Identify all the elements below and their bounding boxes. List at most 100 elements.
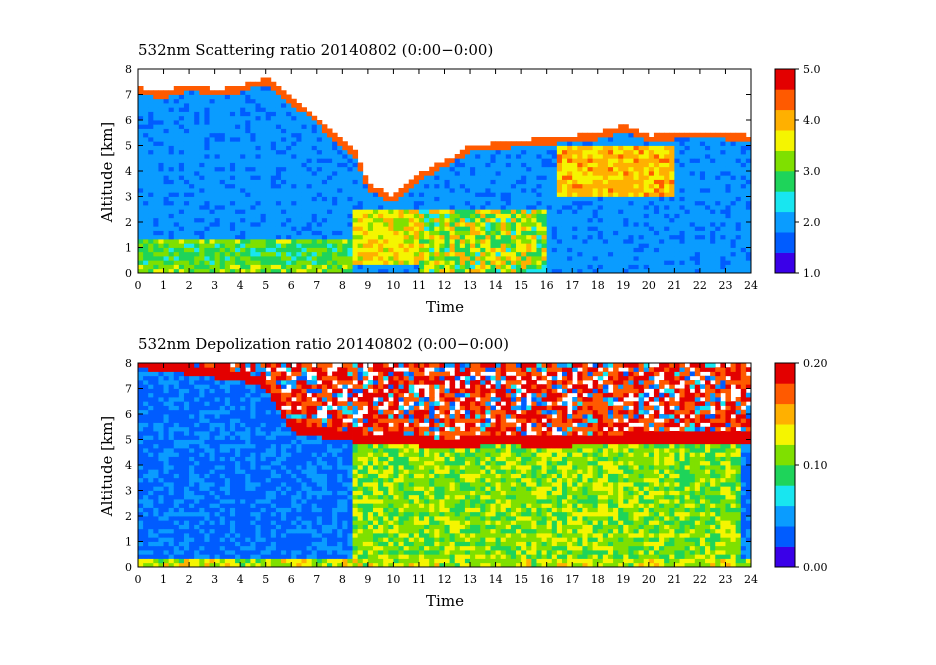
heatmap-cell	[628, 231, 634, 236]
heatmap-cell	[628, 171, 634, 176]
heatmap-cell	[501, 248, 507, 253]
heatmap-cell	[199, 231, 205, 236]
heatmap-cell	[368, 197, 374, 202]
heatmap-cell	[552, 248, 558, 253]
heatmap-cell	[164, 146, 170, 151]
heatmap-cell	[475, 180, 481, 185]
heatmap-cell	[169, 214, 175, 219]
heatmap-cell	[690, 175, 696, 180]
heatmap-cell	[598, 171, 604, 176]
heatmap-cell	[679, 243, 685, 248]
heatmap-cell	[158, 214, 164, 219]
heatmap-cell	[547, 205, 553, 210]
heatmap-cell	[158, 218, 164, 223]
heatmap-cell	[368, 209, 374, 214]
heatmap-cell	[460, 205, 466, 210]
heatmap-cell	[526, 205, 532, 210]
heatmap-cell	[189, 508, 195, 513]
heatmap-cell	[414, 226, 420, 231]
heatmap-cell	[511, 218, 517, 223]
heatmap-cell	[659, 222, 665, 227]
heatmap-cell	[164, 116, 170, 121]
heatmap-cell	[485, 197, 491, 202]
heatmap-cell	[153, 457, 159, 462]
heatmap-cell	[664, 209, 670, 214]
heatmap-cell	[143, 376, 149, 381]
heatmap-cell	[516, 239, 522, 244]
heatmap-cell	[143, 239, 149, 244]
heatmap-cell	[210, 529, 216, 534]
heatmap-cell	[455, 188, 461, 193]
heatmap-cell	[639, 154, 645, 159]
heatmap-cell	[194, 503, 200, 508]
heatmap-cell	[404, 252, 410, 257]
heatmap-cell	[572, 209, 578, 214]
heatmap-cell	[480, 184, 486, 189]
heatmap-cell	[138, 154, 144, 159]
heatmap-cell	[669, 197, 675, 202]
heatmap-cell	[169, 503, 175, 508]
heatmap-cell	[225, 205, 231, 210]
heatmap-cell	[710, 252, 716, 257]
heatmap-cell	[215, 218, 221, 223]
heatmap-cell	[342, 231, 348, 236]
heatmap-cell	[623, 167, 629, 172]
heatmap-cell	[445, 184, 451, 189]
heatmap-cell	[679, 256, 685, 261]
heatmap-cell	[419, 192, 425, 197]
heatmap-cell	[358, 163, 364, 168]
heatmap-cell	[685, 167, 691, 172]
heatmap-cell	[690, 171, 696, 176]
heatmap-cell	[266, 99, 272, 104]
heatmap-cell	[271, 154, 277, 159]
heatmap-cell	[158, 491, 164, 496]
heatmap-cell	[414, 209, 420, 214]
heatmap-cell	[470, 150, 476, 155]
heatmap-cell	[266, 192, 272, 197]
heatmap-cell	[143, 512, 149, 517]
heatmap-cell	[337, 235, 343, 240]
heatmap-cell	[465, 188, 471, 193]
heatmap-cell	[184, 457, 190, 462]
heatmap-cell	[414, 218, 420, 223]
heatmap-cell	[169, 389, 175, 394]
heatmap-cell	[307, 231, 313, 236]
heatmap-cell	[700, 231, 706, 236]
heatmap-cell	[184, 474, 190, 479]
heatmap-cell	[317, 201, 323, 206]
heatmap-cell	[720, 146, 726, 151]
heatmap-cell	[286, 107, 292, 112]
heatmap-cell	[215, 107, 221, 112]
heatmap-cell	[679, 167, 685, 172]
heatmap-cell	[685, 197, 691, 202]
heatmap-cell	[164, 129, 170, 134]
heatmap-cell	[669, 171, 675, 176]
heatmap-cell	[194, 435, 200, 440]
heatmap-cell	[536, 235, 542, 240]
heatmap-cell	[158, 537, 164, 542]
heatmap-cell	[409, 256, 415, 261]
heatmap-cell	[153, 99, 159, 104]
heatmap-cell	[169, 529, 175, 534]
heatmap-cell	[373, 222, 379, 227]
heatmap-cell	[148, 440, 154, 445]
heatmap-cell	[261, 133, 267, 138]
heatmap-cell	[705, 158, 711, 163]
heatmap-cell	[613, 137, 619, 142]
heatmap-cell	[194, 248, 200, 253]
heatmap-cell	[715, 175, 721, 180]
heatmap-cell	[153, 107, 159, 112]
heatmap-cell	[276, 107, 282, 112]
heatmap-cell	[608, 141, 614, 146]
heatmap-cell	[460, 252, 466, 257]
heatmap-cell	[327, 260, 333, 265]
heatmap-cell	[501, 209, 507, 214]
heatmap-cell	[143, 401, 149, 406]
heatmap-cell	[174, 214, 180, 219]
heatmap-cell	[184, 103, 190, 108]
heatmap-cell	[204, 154, 210, 159]
heatmap-cell	[138, 171, 144, 176]
heatmap-cell	[720, 256, 726, 261]
heatmap-cell	[725, 158, 731, 163]
heatmap-cell	[148, 180, 154, 185]
